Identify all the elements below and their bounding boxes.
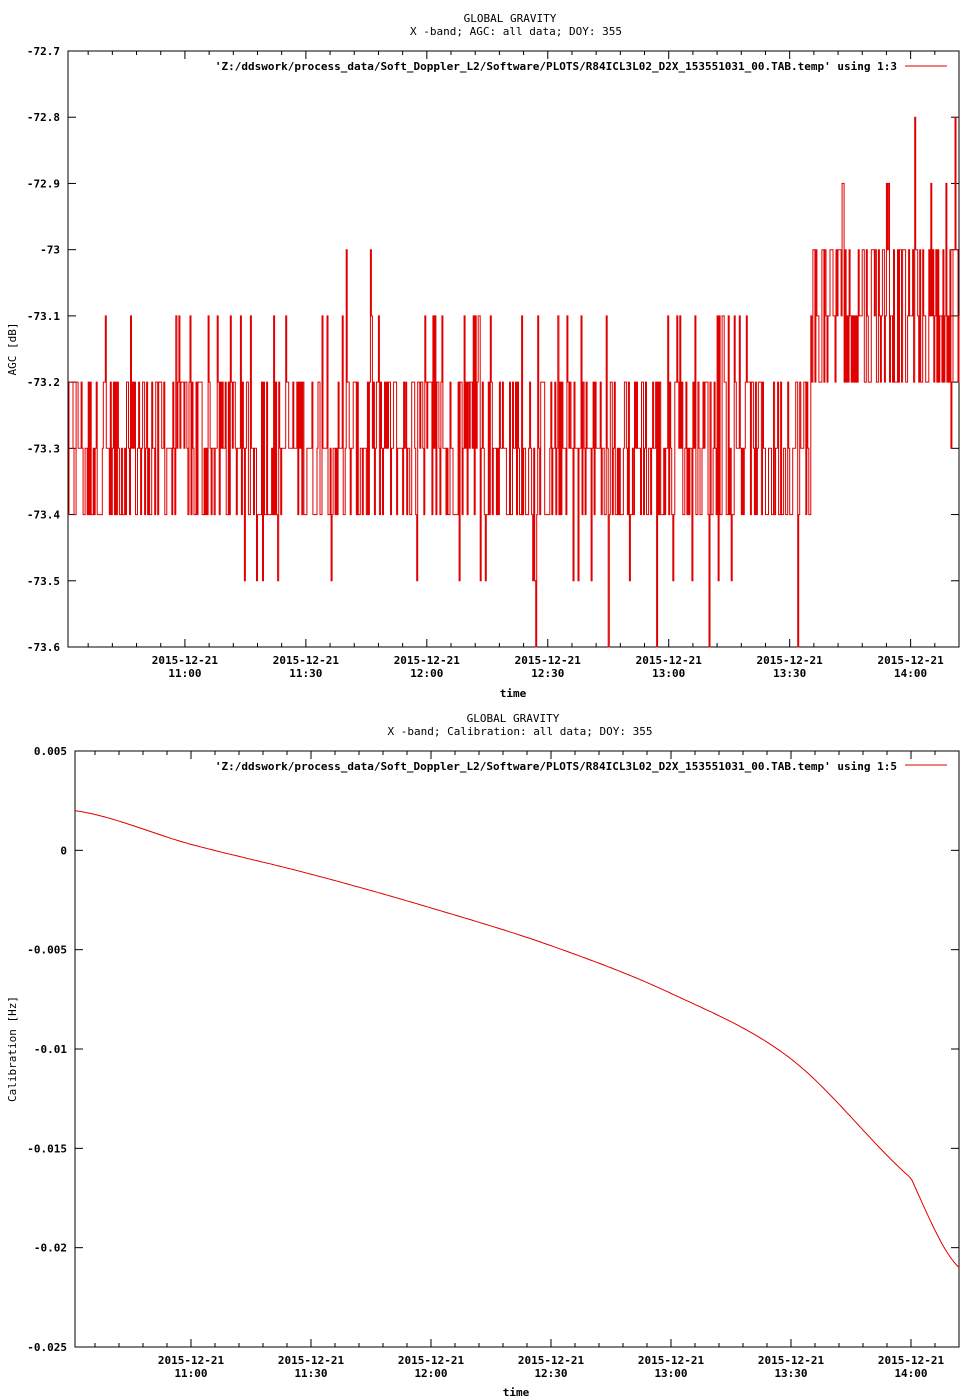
cal-x-tick-label-date: 2015-12-21 [638,1354,705,1367]
agc-x-tick-label-date: 2015-12-21 [394,654,461,667]
agc-x-tick-label-date: 2015-12-21 [636,654,703,667]
agc-chart: GLOBAL GRAVITY X -band; AGC: all data; D… [6,12,960,700]
cal-x-tick-label-date: 2015-12-21 [878,1354,945,1367]
agc-chart-subtitle: X -band; AGC: all data; DOY: 355 [410,25,622,38]
agc-x-tick-label-time: 11:00 [168,667,201,680]
agc-y-tick-label: -72.9 [27,177,60,190]
agc-x-tick-label-time: 12:00 [410,667,443,680]
cal-y-tick-label: -0.02 [34,1242,67,1255]
agc-x-tick-label-time: 13:30 [773,667,806,680]
agc-y-tick-label: -72.7 [27,45,60,58]
cal-y-axis: 0.005 0 -0.005 -0.01 -0.015 -0.02 -0.025 [27,745,959,1354]
cal-chart-title: GLOBAL GRAVITY [467,712,560,725]
agc-x-tick-label-date: 2015-12-21 [152,654,219,667]
agc-x-tick-label-date: 2015-12-21 [757,654,824,667]
agc-series-line [68,116,960,648]
cal-x-tick-label-time: 11:30 [294,1367,327,1380]
cal-y-tick-label: -0.015 [27,1142,67,1155]
agc-y-tick-label: -73.4 [27,509,60,522]
cal-chart-subtitle: X -band; Calibration: all data; DOY: 355 [388,725,653,738]
cal-y-tick-label: -0.01 [34,1043,67,1056]
cal-x-tick-label-date: 2015-12-21 [398,1354,465,1367]
agc-x-tick-label-time: 14:00 [894,667,927,680]
cal-x-axis: 2015-12-2111:002015-12-2111:302015-12-21… [94,751,960,1380]
agc-legend-label: 'Z:/ddswork/process_data/Soft_Doppler_L2… [215,60,897,73]
agc-y-axis-label: AGC [dB] [6,323,19,376]
cal-x-tick-label-date: 2015-12-21 [518,1354,585,1367]
cal-x-tick-label-time: 14:00 [894,1367,927,1380]
cal-legend-label: 'Z:/ddswork/process_data/Soft_Doppler_L2… [215,760,897,773]
agc-y-axis: -72.7 -72.8 -72.9 -73 -73.1 -73.2 -73.3 -73.4 -7… [27,45,959,654]
agc-x-tick-label-time: 11:30 [289,667,322,680]
agc-x-tick-label-date: 2015-12-21 [273,654,340,667]
cal-x-tick-label-time: 13:30 [774,1367,807,1380]
cal-y-tick-label: 0 [60,844,67,857]
agc-x-axis: 2015-12-2111:002015-12-2111:302015-12-21… [87,51,960,680]
agc-y-tick-label: -73.1 [27,310,60,323]
cal-y-tick-label: -0.025 [27,1341,67,1354]
agc-y-tick-label: -73.3 [27,442,60,455]
cal-x-tick-label-date: 2015-12-21 [278,1354,345,1367]
agc-y-tick-label: -73 [40,244,60,257]
cal-y-tick-label: -0.005 [27,944,67,957]
agc-x-tick-label-date: 2015-12-21 [515,654,582,667]
cal-x-tick-label-time: 13:00 [654,1367,687,1380]
cal-x-axis-label: time [503,1386,530,1399]
agc-x-axis-label: time [500,687,527,700]
cal-x-tick-label-time: 12:30 [534,1367,567,1380]
cal-y-tick-label: 0.005 [34,745,67,758]
agc-y-tick-label: -72.8 [27,111,60,124]
agc-y-tick-label: -73.5 [27,575,60,588]
agc-y-tick-label: -73.6 [27,641,60,654]
cal-y-axis-label: Calibration [Hz] [6,996,19,1102]
cal-x-tick-label-date: 2015-12-21 [158,1354,225,1367]
agc-x-tick-label-time: 13:00 [652,667,685,680]
cal-x-tick-label-time: 11:00 [174,1367,207,1380]
agc-chart-title: GLOBAL GRAVITY [464,12,557,25]
calibration-chart: GLOBAL GRAVITY X -band; Calibration: all… [6,712,960,1399]
cal-series-line [74,810,960,1268]
cal-plot-frame [74,750,960,1348]
agc-x-tick-label-date: 2015-12-21 [878,654,945,667]
agc-x-tick-label-time: 12:30 [531,667,564,680]
cal-x-tick-label-time: 12:00 [414,1367,447,1380]
agc-y-tick-label: -73.2 [27,376,60,389]
cal-x-tick-label-date: 2015-12-21 [758,1354,825,1367]
